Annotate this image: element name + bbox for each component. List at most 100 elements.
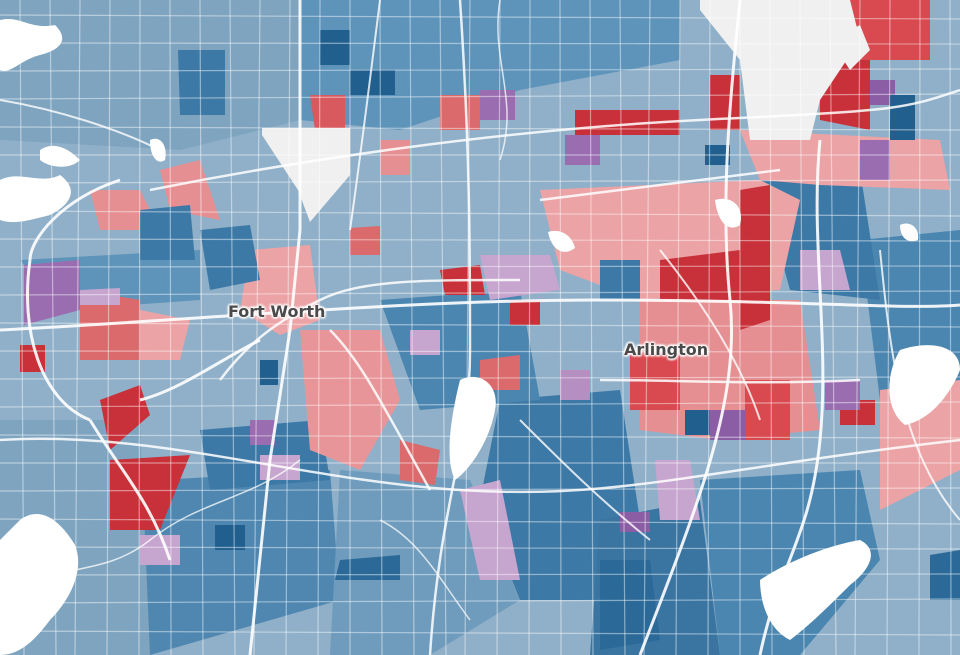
tract[interactable] — [24, 260, 80, 325]
tract[interactable] — [350, 70, 395, 95]
tract[interactable] — [600, 260, 640, 300]
tract[interactable] — [80, 288, 120, 305]
highway — [0, 99, 161, 151]
road — [0, 126, 960, 131]
tract[interactable] — [800, 250, 850, 290]
tract[interactable] — [100, 385, 150, 450]
no-data-area — [830, 25, 870, 70]
road — [285, 0, 291, 655]
tract[interactable] — [655, 460, 700, 520]
tract[interactable] — [260, 360, 278, 385]
highway — [329, 329, 432, 491]
road — [229, 0, 236, 655]
tract[interactable] — [250, 420, 275, 445]
tract[interactable] — [335, 555, 400, 580]
highway — [519, 419, 651, 541]
road — [528, 0, 531, 655]
tract[interactable] — [740, 185, 770, 330]
road — [643, 0, 651, 655]
road — [675, 0, 681, 655]
road — [253, 0, 261, 655]
tract[interactable] — [140, 535, 180, 565]
road — [918, 0, 921, 655]
tract[interactable] — [480, 355, 520, 390]
tract[interactable] — [178, 50, 225, 115]
no-data-area — [700, 0, 860, 140]
lake — [40, 145, 80, 167]
tract[interactable] — [890, 95, 915, 140]
tract[interactable] — [510, 300, 540, 325]
lake — [0, 175, 71, 223]
road — [379, 0, 383, 655]
road — [199, 0, 204, 655]
road — [0, 546, 960, 550]
road — [106, 0, 111, 655]
tract[interactable] — [410, 330, 440, 355]
road — [0, 518, 960, 525]
tract[interactable] — [460, 480, 520, 580]
tract[interactable] — [215, 525, 245, 550]
highway — [149, 88, 960, 192]
tract[interactable] — [480, 90, 515, 120]
tract[interactable] — [350, 226, 380, 255]
highway — [349, 0, 381, 231]
road — [0, 93, 960, 100]
highway — [28, 178, 121, 261]
highway — [88, 419, 172, 561]
highway — [0, 298, 960, 332]
water-bodies — [0, 18, 960, 655]
tract[interactable] — [600, 560, 660, 650]
tract[interactable] — [300, 330, 400, 470]
tract[interactable] — [200, 225, 260, 290]
tract[interactable] — [575, 110, 680, 135]
tract[interactable] — [140, 310, 190, 360]
tract[interactable] — [440, 95, 480, 130]
tract[interactable] — [745, 380, 790, 440]
tract[interactable] — [930, 550, 960, 600]
tract[interactable] — [660, 250, 740, 300]
highway — [428, 0, 472, 655]
tract[interactable] — [705, 145, 730, 165]
tract[interactable] — [870, 80, 895, 105]
road — [589, 0, 594, 655]
road — [769, 0, 773, 655]
road — [0, 265, 960, 268]
highway — [379, 519, 471, 621]
road — [0, 42, 960, 45]
road — [949, 0, 952, 655]
tract[interactable] — [310, 95, 345, 130]
road — [0, 598, 960, 604]
road — [559, 0, 562, 655]
tract[interactable] — [565, 135, 600, 165]
tract[interactable] — [320, 30, 350, 65]
tract[interactable] — [860, 140, 890, 180]
road — [0, 68, 960, 72]
highway — [599, 378, 861, 384]
highway — [139, 338, 261, 402]
tract[interactable] — [300, 0, 680, 130]
road — [0, 210, 960, 217]
tract[interactable] — [560, 370, 590, 400]
tract[interactable] — [400, 440, 440, 485]
road — [0, 401, 960, 408]
tract[interactable] — [710, 75, 740, 130]
tract[interactable] — [160, 160, 220, 220]
tract[interactable] — [740, 130, 950, 190]
road — [854, 0, 861, 655]
tract[interactable] — [380, 140, 410, 175]
lake — [449, 376, 496, 480]
tract[interactable] — [825, 380, 860, 410]
tract[interactable] — [120, 470, 340, 655]
tract[interactable] — [850, 0, 930, 60]
road — [0, 238, 960, 242]
road — [464, 0, 471, 655]
tract[interactable] — [620, 512, 650, 532]
tract[interactable] — [110, 455, 190, 530]
tract[interactable] — [480, 255, 560, 300]
tract[interactable] — [685, 410, 710, 435]
tract[interactable] — [140, 205, 195, 260]
road — [0, 290, 960, 296]
